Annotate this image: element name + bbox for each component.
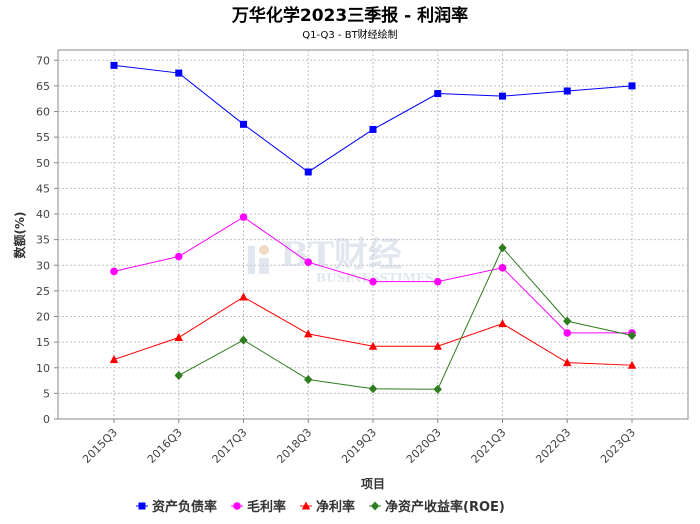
data-point [628,82,636,90]
data-point [627,360,637,369]
y-tick-label: 65 [36,80,50,93]
data-point [304,258,313,266]
data-point [174,370,183,380]
y-tick-label: 30 [36,259,50,272]
y-tick-label: 55 [36,131,50,144]
y-tick-label: 40 [36,208,50,221]
legend-label: 净资产收益率(ROE) [385,499,505,515]
data-point [174,333,183,342]
y-tick-label: 10 [36,362,50,375]
y-tick-label: 70 [36,54,50,67]
y-axis-title: 数额(%) [12,212,27,259]
y-tick-label: 45 [36,182,50,195]
chart-title: 万华化学2023三季报 - 利润率 [231,5,468,26]
legend: 资产负债率 毛利率 净利率 净资产收益率(ROE) [136,499,505,515]
data-point [109,355,119,364]
x-tick-label: 2019Q3 [339,426,379,466]
legend-item: 净资产收益率(ROE) [369,499,505,515]
data-point [368,341,378,350]
y-tick-label: 15 [36,336,50,349]
legend-label: 毛利率 [247,499,286,515]
legend-marker [233,502,241,510]
data-point [563,358,572,367]
data-point [304,375,313,385]
x-tick-label: 2017Q3 [210,426,250,466]
legend-label: 净利率 [316,499,355,515]
data-point [563,316,572,326]
x-tick-label: 2022Q3 [533,426,573,466]
data-point [240,120,247,128]
data-point [368,384,378,394]
data-point [433,384,442,394]
legend-item: 净利率 [300,499,355,515]
data-point [498,319,507,328]
data-point [175,69,183,77]
y-axis: 0 5 10 15 20 25 30 35 40 45 50 55 60 65 70 [36,54,58,426]
x-tick-label: 2015Q3 [80,426,120,466]
x-axis-title: 项目 [361,477,385,491]
data-point [304,168,312,176]
data-point [239,335,248,345]
series-layer [109,61,637,394]
data-point [433,341,442,350]
y-tick-label: 5 [43,387,50,400]
watermark-logo-block [259,258,269,274]
y-tick-label: 35 [36,234,50,247]
watermark-logo-dot [259,245,269,255]
y-tick-label: 50 [36,157,50,170]
data-point [239,292,248,301]
series-4 [174,243,637,394]
legend-item: 资产负债率 [136,499,217,515]
y-tick-label: 25 [36,285,50,298]
legend-label: 资产负债率 [152,499,217,515]
watermark-text: BT财经 [280,235,402,275]
x-tick-label: 2018Q3 [274,426,314,466]
series-line [178,246,633,390]
legend-marker [370,501,380,511]
watermark-logo-bar [248,246,255,274]
series-1 [110,61,636,176]
data-point [627,330,637,340]
y-tick-label: 20 [36,311,50,324]
legend-marker [301,501,311,510]
x-axis: 2015Q3 2016Q3 2017Q3 2018Q3 2019Q3 2020Q3 2021… [80,419,638,466]
legend-item: 毛利率 [231,499,286,515]
x-tick-label: 2021Q3 [469,426,509,466]
data-point [433,277,442,286]
data-point [434,90,442,98]
data-point [110,61,118,69]
data-point [498,264,507,272]
x-tick-label: 2020Q3 [404,426,444,466]
data-point [563,87,571,95]
data-point [563,329,572,337]
series-3 [109,292,637,369]
legend-marker [138,502,146,510]
data-point [304,329,313,338]
x-tick-label: 2023Q3 [598,426,638,466]
y-tick-label: 0 [43,413,50,426]
data-point [110,267,118,276]
data-point [499,92,506,100]
x-tick-label: 2016Q3 [145,426,185,466]
data-point [174,252,183,261]
data-point [498,243,507,253]
y-tick-label: 60 [36,106,50,119]
grid [58,50,688,419]
chart-subtitle: Q1-Q3 - BT财经绘制 [302,28,397,41]
data-point [369,125,377,133]
data-point [369,277,377,286]
data-point [239,213,248,221]
